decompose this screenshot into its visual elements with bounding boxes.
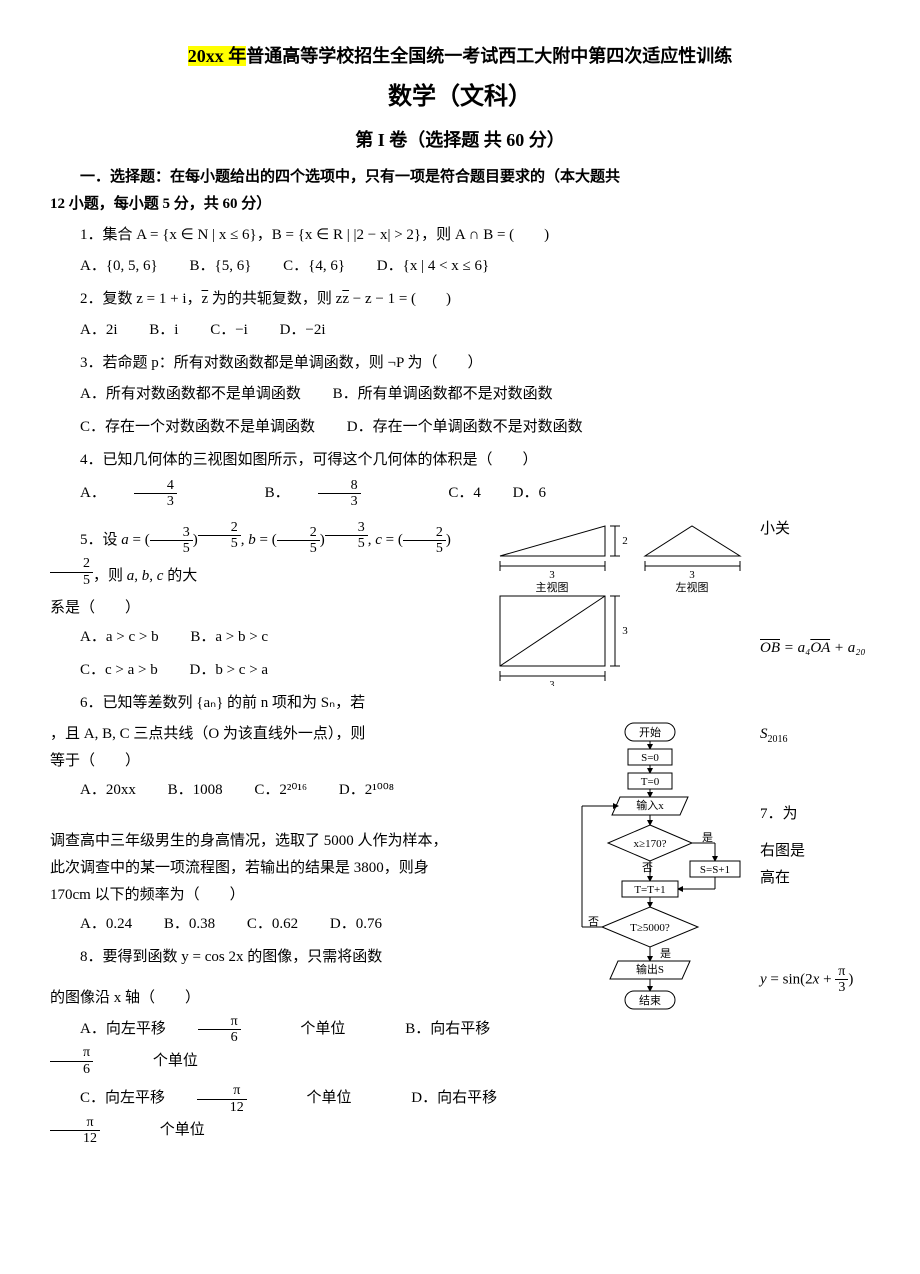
- subject-title: 数学（文科）: [50, 76, 870, 119]
- q6-options: A．20xx B．1008 C．2²⁰¹⁶ D．2¹⁰⁰⁸: [50, 777, 560, 804]
- q7-line1: 调查高中三年级男生的身高情况，选取了 5000 人作为样本，: [50, 828, 560, 855]
- svg-text:S=S+1: S=S+1: [700, 864, 730, 876]
- q7-right-1: 右图是: [760, 838, 870, 865]
- q5-stem-cont: 系是（ ）: [50, 595, 480, 622]
- q2-opt-d: D．−2i: [280, 322, 326, 338]
- q7-line2: 此次调查中的某一项流程图，若输出的结果是 3800，则身: [50, 855, 560, 882]
- svg-text:主视图: 主视图: [536, 580, 569, 594]
- q4-opt-a: A．43: [80, 485, 233, 501]
- q7-opt-d: D．0.76: [330, 916, 382, 932]
- q3-options-row2: C．存在一个对数函数不是单调函数 D．存在一个单调函数不是对数函数: [50, 414, 870, 441]
- q5-right-text: 小关 OB = a₄OA + a₂₀: [760, 516, 870, 662]
- q5-opt-b: B．a > b > c: [190, 629, 268, 645]
- right-margin-q6-q8: S2016 7．为 右图是 高在 y = sin(2x + π3): [760, 721, 870, 996]
- q7-line3: 170cm 以下的频率为（ ）: [50, 882, 560, 909]
- q1-opt-b: B．{5, 6}: [189, 258, 251, 274]
- three-view-figure: 3 主视图 2 3 左视图 3 3 俯视图: [490, 516, 750, 686]
- q7-opt-b: B．0.38: [164, 916, 215, 932]
- q8-options-row1: A．向左平移 π6 个单位 B．向右平移 π6 个单位: [50, 1014, 560, 1078]
- svg-text:左视图: 左视图: [676, 580, 709, 594]
- q3-opt-b: B．所有单调函数都不是对数函数: [333, 386, 553, 402]
- q2-opt-b: B．i: [149, 322, 178, 338]
- q1-options: A．{0, 5, 6} B．{5, 6} C．{4, 6} D．{x | 4 <…: [50, 253, 870, 280]
- section-intro-line2: 12 小题，每小题 5 分，共 60 分）: [50, 191, 870, 218]
- q1-stem: 1．集合 A = {x ∈ N | x ≤ 6}，B = {x ∈ R | |2…: [50, 222, 870, 249]
- q5-opt-d: D．b > c > a: [190, 662, 269, 678]
- q7-opt-c: C．0.62: [247, 916, 298, 932]
- svg-text:3: 3: [550, 680, 555, 686]
- q1-opt-c: C．{4, 6}: [283, 258, 345, 274]
- q8-opt-a: A．向左平移 π6 个单位: [80, 1021, 373, 1037]
- q6-opt-a: A．20xx: [80, 782, 136, 798]
- q4-stem: 4．已知几何体的三视图如图所示，可得这个几何体的体积是（ ）: [50, 447, 870, 474]
- volume-title: 第 I 卷（选择题 共 60 分）: [50, 124, 870, 156]
- q7-options: A．0.24 B．0.38 C．0.62 D．0.76: [50, 911, 560, 938]
- svg-text:输入x: 输入x: [636, 798, 664, 812]
- q5-stem: 5．设 a = (35)25, b = (25)35, c = (25)25，则…: [50, 520, 480, 591]
- q7-right-2: 高在: [760, 865, 870, 892]
- q6-opt-c: C．2²⁰¹⁶: [254, 782, 307, 798]
- q5-opt-a: A．a > c > b: [80, 629, 159, 645]
- svg-text:是: 是: [660, 947, 671, 960]
- q1-opt-a: A．{0, 5, 6}: [80, 258, 158, 274]
- svg-text:T≥5000?: T≥5000?: [630, 922, 670, 934]
- q5-options-row2: C．c > a > b D．b > c > a: [50, 657, 480, 684]
- q4-opt-d: D．6: [513, 485, 546, 501]
- q3-opt-d: D．存在一个单调函数不是对数函数: [347, 419, 583, 435]
- q8-line2: 的图像沿 x 轴（ ）: [50, 985, 560, 1012]
- svg-text:是: 是: [702, 831, 713, 844]
- q2-stem: 2．复数 z = 1 + i，z 为的共轭复数，则 zz − z − 1 = (…: [50, 286, 870, 313]
- svg-text:输出S: 输出S: [636, 962, 664, 976]
- q6-right-s: S2016: [760, 721, 870, 749]
- q7-right-label: 7．为: [760, 801, 870, 828]
- svg-text:3: 3: [549, 569, 555, 581]
- svg-text:结束: 结束: [639, 994, 661, 1007]
- q6-right-eq: OB = a₄OA + a₂₀: [760, 635, 870, 662]
- q4-opt-c: C．4: [448, 485, 481, 501]
- year-highlight: 20xx 年: [188, 46, 247, 66]
- q3-opt-a: A．所有对数函数都不是单调函数: [80, 386, 301, 402]
- q8-right-eq: y = sin(2x + π3): [760, 964, 870, 996]
- q3-opt-c: C．存在一个对数函数不是单调函数: [80, 419, 315, 435]
- q8-options-row2: C．向左平移 π12 个单位 D．向右平移 π12 个单位: [50, 1083, 560, 1147]
- q7-opt-a: A．0.24: [80, 916, 132, 932]
- q4-options: A．43 B．83 C．4 D．6: [50, 478, 870, 510]
- svg-text:否: 否: [588, 916, 599, 928]
- q5-opt-c: C．c > a > b: [80, 662, 158, 678]
- q1-opt-d: D．{x | 4 < x ≤ 6}: [377, 258, 489, 274]
- q8-opt-c: C．向左平移 π12 个单位: [80, 1090, 380, 1106]
- svg-text:3: 3: [622, 625, 628, 637]
- q5-options-row1: A．a > c > b B．a > b > c: [50, 624, 480, 651]
- svg-text:2: 2: [622, 535, 628, 547]
- section-intro-line1: 一．选择题：在每小题给出的四个选项中，只有一项是符合题目要求的（本大题共: [50, 164, 870, 191]
- svg-text:T=T+1: T=T+1: [634, 884, 665, 896]
- svg-text:T=0: T=0: [641, 776, 660, 788]
- header-line1: 20xx 年普通高等学校招生全国统一考试西工大附中第四次适应性训练: [50, 40, 870, 72]
- q4-opt-b: B．83: [265, 485, 417, 501]
- q6-opt-d: D．2¹⁰⁰⁸: [339, 782, 394, 798]
- svg-text:x≥170?: x≥170?: [634, 838, 667, 850]
- q2-options: A．2i B．i C．−i D．−2i: [50, 317, 870, 344]
- title-rest: 普通高等学校招生全国统一考试西工大附中第四次适应性训练: [246, 46, 732, 66]
- q2-opt-a: A．2i: [80, 322, 118, 338]
- q6-stem-line2: ，且 A, B, C 三点共线（O 为该直线外一点），则: [50, 721, 560, 748]
- svg-text:开始: 开始: [639, 725, 661, 739]
- q8-stem: 8．要得到函数 y = cos 2x 的图像，只需将函数: [50, 944, 560, 971]
- q6-stem-line1: 6．已知等差数列 {aₙ} 的前 n 项和为 Sₙ，若: [50, 690, 480, 717]
- svg-text:S=0: S=0: [641, 752, 659, 764]
- q6-stem-line3: 等于（ ）: [50, 748, 560, 775]
- q2-opt-c: C．−i: [210, 322, 248, 338]
- q6-opt-b: B．1008: [168, 782, 223, 798]
- q3-stem: 3．若命题 p：所有对数函数都是单调函数，则 ¬P 为（ ）: [50, 350, 870, 377]
- flowchart-figure: 开始 S=0 T=0 输入x x≥170? 是 否 S=S+1 T=T+1 T≥…: [570, 721, 750, 1061]
- svg-text:3: 3: [689, 569, 695, 581]
- q3-options-row1: A．所有对数函数都不是单调函数 B．所有单调函数都不是对数函数: [50, 381, 870, 408]
- svg-text:否: 否: [642, 862, 653, 874]
